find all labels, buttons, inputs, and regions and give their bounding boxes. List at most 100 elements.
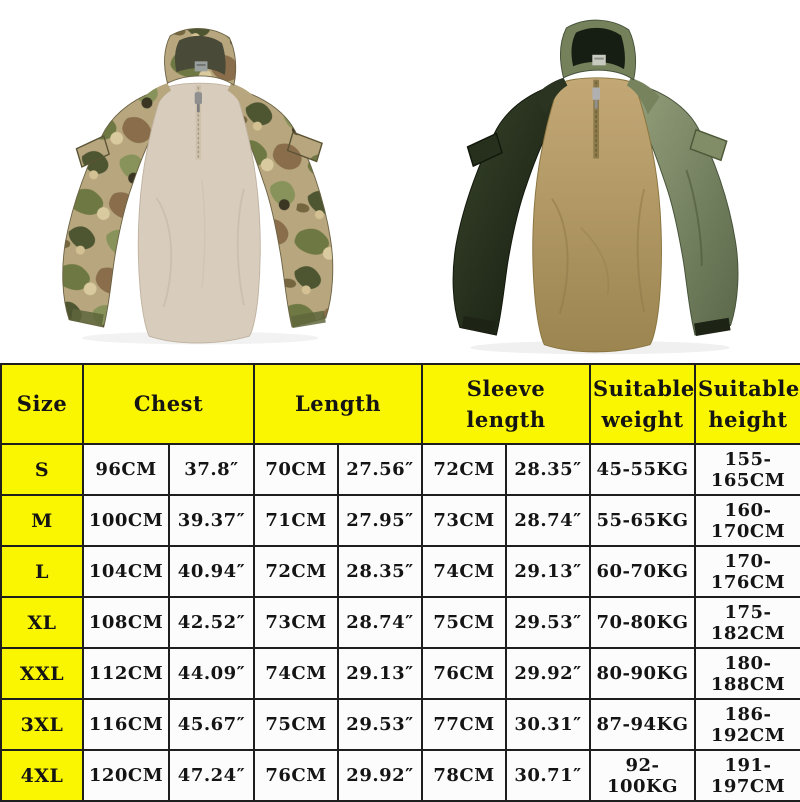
size-row: L 104CM 40.94″ 72CM 28.35″ 74CM 29.13″ 60-70KG 1… — [0, 545, 800, 598]
measurement-cell: 73CM — [421, 494, 508, 547]
measurement-cell: 28.35″ — [505, 443, 592, 496]
measurement-cell: 40.94″ — [168, 545, 255, 598]
measurement-cell: 72CM — [421, 443, 508, 496]
measurement-cell: 180-188CM — [694, 647, 800, 700]
measurement-cell: 108CM — [82, 596, 170, 649]
collar-label — [194, 61, 208, 72]
measurement-cell: 80-90KG — [589, 647, 697, 700]
measurement-cell: 75CM — [421, 596, 508, 649]
measurement-cell: 29.92″ — [336, 749, 424, 802]
zipper-pull-tail — [196, 104, 200, 113]
measurement-cell: 160-170CM — [694, 494, 800, 547]
header-chest: Chest — [82, 363, 255, 445]
size-label: 4XL — [0, 749, 84, 802]
fabric-fold — [636, 188, 646, 313]
measurement-cell: 30.31″ — [505, 698, 592, 751]
sleeve-fold — [685, 169, 703, 266]
measurement-cell: 45.67″ — [168, 698, 255, 751]
size-row: XL 108CM 42.52″ 73CM 28.74″ 75CM 29.53″ 70-80KG… — [0, 596, 800, 649]
size-label: 3XL — [0, 698, 84, 751]
measurement-cell: 70CM — [253, 443, 339, 496]
right-cuff-tab — [694, 317, 731, 337]
measurement-cell: 39.37″ — [168, 494, 255, 547]
measurement-cell: 29.13″ — [336, 647, 424, 700]
measurement-cell: 27.56″ — [336, 443, 424, 496]
header-suitable-weight: Suitable weight — [589, 363, 697, 445]
right-sleeve-camo — [234, 88, 334, 328]
torso-tan — [532, 77, 662, 353]
size-row: 4XL 120CM 47.24″ 76CM 29.92″ 78CM 30.71″ 92-100… — [0, 749, 800, 802]
torso-khaki — [137, 82, 261, 344]
measurement-cell: 112CM — [82, 647, 170, 700]
measurement-cell: 76CM — [421, 647, 508, 700]
header-length: Length — [252, 363, 424, 445]
shirt-khaki-olive-photo — [408, 0, 792, 362]
size-row: 3XL 116CM 45.67″ 75CM 29.53″ 77CM 30.31″ 87-94K… — [0, 698, 800, 751]
size-label: L — [0, 545, 84, 598]
size-label: XXL — [0, 647, 84, 700]
measurement-cell: 60-70KG — [589, 545, 697, 598]
measurement-cell: 170-176CM — [694, 545, 800, 598]
fabric-fold — [580, 227, 610, 295]
left-arm-pocket-flap — [75, 135, 111, 168]
measurement-cell: 116CM — [82, 698, 170, 751]
product-photos — [0, 0, 800, 363]
measurement-cell: 37.8″ — [168, 443, 255, 496]
measurement-cell: 70-80KG — [589, 596, 697, 649]
quarter-zip — [194, 84, 202, 160]
measurement-cell: 175-182CM — [694, 596, 800, 649]
measurement-cell: 73CM — [253, 596, 339, 649]
size-chart-header-row: Size Chest Length Sleeve length Suitable… — [0, 363, 800, 445]
measurement-cell: 100CM — [82, 494, 170, 547]
fabric-fold — [236, 188, 245, 306]
measurement-cell: 29.53″ — [336, 698, 424, 751]
measurement-cell: 92-100KG — [589, 749, 697, 802]
shirt-multicam-graphic — [62, 28, 334, 345]
collar-inner — [571, 27, 625, 70]
left-cuff-tab — [461, 315, 497, 335]
left-sleeve-dark-olive — [452, 82, 561, 336]
size-row: S 96CM 37.8″ 70CM 27.56″ 72CM 28.35″ 45-55KG 155… — [0, 443, 800, 496]
shirt-khaki-olive-graphic — [452, 19, 739, 355]
shoulder-yokes-camo — [140, 83, 259, 118]
shirt-multicam-photo — [20, 0, 384, 362]
size-label: S — [0, 443, 84, 496]
zipper-pull-tail — [594, 99, 598, 109]
fabric-fold — [551, 198, 569, 315]
measurement-cell: 28.35″ — [336, 545, 424, 598]
left-cuff-tab — [70, 308, 104, 327]
measurement-cell: 42.52″ — [168, 596, 255, 649]
measurement-cell: 29.13″ — [505, 545, 592, 598]
stand-collar-camo — [164, 28, 237, 86]
measurement-cell: 29.53″ — [505, 596, 592, 649]
left-arm-pocket-flap — [466, 132, 503, 168]
zipper-pull — [592, 87, 600, 100]
measurement-cell: 44.09″ — [168, 647, 255, 700]
quarter-zip — [592, 79, 600, 159]
size-row: M 100CM 39.37″ 71CM 27.95″ 73CM 28.74″ 55-65KG 1… — [0, 494, 800, 547]
measurement-cell: 77CM — [421, 698, 508, 751]
measurement-cell: 74CM — [253, 647, 339, 700]
collar-inner — [174, 35, 226, 75]
measurement-cell: 55-65KG — [589, 494, 697, 547]
measurement-cell: 74CM — [421, 545, 508, 598]
measurement-cell: 87-94KG — [589, 698, 697, 751]
measurement-cell: 27.95″ — [336, 494, 424, 547]
right-cuff-tab — [291, 310, 326, 328]
size-row: XXL 112CM 44.09″ 74CM 29.13″ 76CM 29.92″ 80-90K… — [0, 647, 800, 700]
measurement-cell: 76CM — [253, 749, 339, 802]
measurement-cell: 28.74″ — [336, 596, 424, 649]
measurement-cell: 186-192CM — [694, 698, 800, 751]
size-chart-body: S 96CM 37.8″ 70CM 27.56″ 72CM 28.35″ 45-55KG 155… — [0, 443, 800, 802]
fabric-fold — [201, 179, 206, 289]
right-sleeve-sage — [634, 82, 739, 337]
measurement-cell: 120CM — [82, 749, 170, 802]
zipper-pull — [194, 92, 202, 105]
fabric-fold — [155, 197, 173, 308]
stand-collar-olive — [560, 19, 637, 81]
right-arm-pocket-flap — [689, 128, 728, 162]
size-label: M — [0, 494, 84, 547]
size-chart-table: Size Chest Length Sleeve length Suitable… — [0, 363, 800, 802]
measurement-cell: 191-197CM — [694, 749, 800, 802]
shoulder-yokes-olive — [534, 77, 660, 115]
